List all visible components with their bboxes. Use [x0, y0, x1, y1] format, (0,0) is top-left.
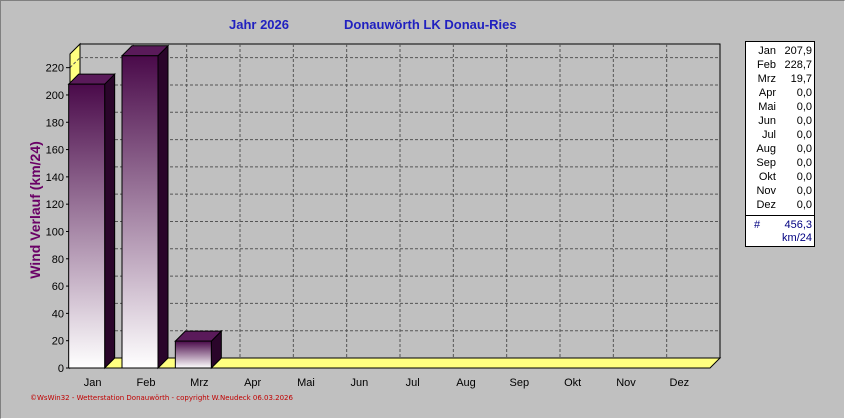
summary-hash: # — [754, 219, 761, 231]
summary-value: 0,0 — [796, 87, 812, 99]
y-tick-label: 140 — [46, 172, 64, 184]
summary-row: Feb 228,7 — [746, 58, 814, 72]
y-tick-label: 180 — [46, 117, 64, 129]
summary-row: Mrz 19,7 — [746, 72, 814, 86]
chart-year-title: Jahr 2026 — [229, 17, 289, 32]
summary-month: Dez — [756, 199, 776, 211]
summary-month: Apr — [758, 87, 776, 99]
summary-month: Jun — [758, 115, 776, 127]
summary-row: Jun 0,0 — [746, 114, 814, 128]
summary-row: Okt 0,0 — [746, 170, 814, 184]
x-tick-label: Apr — [244, 377, 261, 389]
x-tick-label: Jul — [406, 377, 420, 389]
summary-month: Aug — [756, 143, 776, 155]
x-tick-label: Jan — [84, 377, 102, 389]
x-tick-label: Okt — [564, 377, 581, 389]
y-gridline-side — [69, 57, 81, 69]
y-tick-label: 200 — [46, 90, 64, 102]
y-tick-label: 40 — [52, 308, 64, 320]
x-tick-label: Mai — [297, 377, 315, 389]
summary-month: Jul — [761, 129, 776, 141]
chart-station-title: Donauwörth LK Donau-Ries — [344, 17, 517, 32]
x-tick-label: Dez — [670, 377, 690, 389]
summary-row: Aug 0,0 — [746, 142, 814, 156]
chart-floor — [68, 357, 722, 369]
bar-side — [157, 44, 169, 370]
summary-value: 0,0 — [796, 185, 812, 197]
y-axis-label: Wind Verlauf (km/24) — [27, 141, 43, 279]
summary-value: 0,0 — [796, 115, 812, 127]
y-tick-label: 100 — [46, 226, 64, 238]
summary-month: Jan — [758, 45, 776, 57]
summary-month: Okt — [758, 171, 776, 183]
bar-side — [104, 72, 116, 370]
summary-value: 19,7 — [790, 73, 812, 85]
x-tick-label: Feb — [137, 377, 156, 389]
summary-value: 0,0 — [796, 171, 812, 183]
summary-row: Jul 0,0 — [746, 128, 814, 142]
summary-separator — [746, 215, 814, 216]
y-tick-label: 0 — [58, 363, 64, 375]
y-tick-label: 160 — [46, 145, 64, 157]
bar — [174, 340, 212, 369]
summary-total: 456,3 — [784, 219, 812, 231]
x-tick-label: Aug — [456, 377, 476, 389]
summary-month: Nov — [756, 185, 776, 197]
summary-value: 0,0 — [796, 143, 812, 155]
summary-row: Jan 207,9 — [746, 44, 814, 58]
summary-row: Sep 0,0 — [746, 156, 814, 170]
summary-value: 0,0 — [796, 129, 812, 141]
summary-value: 0,0 — [796, 199, 812, 211]
y-tick-label: 80 — [52, 254, 64, 266]
y-tick-label: 120 — [46, 199, 64, 211]
summary-value: 0,0 — [796, 101, 812, 113]
bar — [121, 55, 159, 369]
summary-row: Nov 0,0 — [746, 184, 814, 198]
summary-value: 207,9 — [784, 45, 812, 57]
y-tick-label: 20 — [52, 336, 64, 348]
bar — [68, 83, 106, 369]
summary-value: 228,7 — [784, 59, 812, 71]
summary-row: Apr 0,0 — [746, 86, 814, 100]
summary-month: Sep — [756, 157, 776, 169]
summary-row: Dez 0,0 — [746, 198, 814, 212]
copyright-text: ©WsWin32 - Wetterstation Donauwörth - co… — [30, 394, 293, 402]
summary-unit: km/24 — [782, 232, 812, 244]
monthly-summary-table: Jan 207,9 Feb 228,7 Mrz 19,7 Apr 0,0 Mai 0,0 Jun 0,… — [745, 41, 815, 247]
x-tick-label: Jun — [350, 377, 368, 389]
x-tick-label: Sep — [510, 377, 530, 389]
summary-value: 0,0 — [796, 157, 812, 169]
summary-month: Mai — [758, 101, 776, 113]
x-tick-label: Nov — [616, 377, 636, 389]
x-tick-label: Mrz — [190, 377, 208, 389]
summary-month: Mrz — [757, 73, 776, 85]
summary-row: Mai 0,0 — [746, 100, 814, 114]
y-tick-label: 220 — [46, 63, 64, 75]
y-tick-label: 60 — [52, 281, 64, 293]
summary-month: Feb — [757, 59, 776, 71]
